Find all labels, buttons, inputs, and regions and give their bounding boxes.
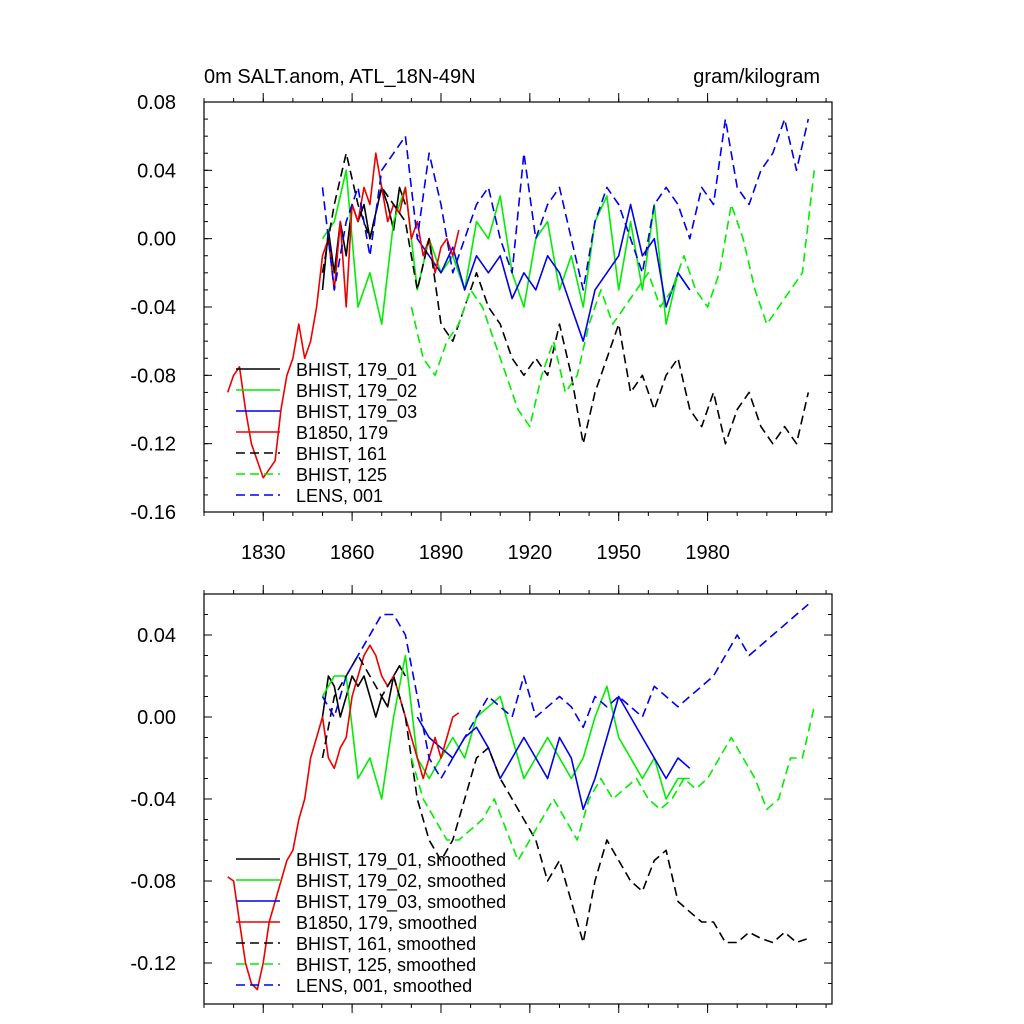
series-line	[321, 118, 810, 291]
series-line	[321, 169, 691, 325]
y-tick-label: 0.04	[137, 625, 176, 647]
x-tick-label: 1950	[596, 542, 641, 564]
units-label: gram/kilogram	[693, 66, 820, 88]
x-tick-label: 1980	[685, 542, 730, 564]
x-tick-label: 1890	[419, 542, 464, 564]
y-tick-label: -0.12	[130, 953, 176, 975]
series-line	[416, 203, 691, 343]
legend-label: BHIST, 125, smoothed	[296, 955, 476, 975]
legend-label: BHIST, 179_01	[296, 360, 417, 381]
y-tick-label: 0.00	[137, 229, 176, 251]
legend-label: BHIST, 161, smoothed	[296, 934, 476, 954]
legend-label: LENS, 001, smoothed	[296, 976, 472, 996]
y-tick-label: -0.12	[130, 434, 176, 456]
y-tick-label: 0.08	[137, 92, 176, 114]
series-line	[410, 706, 815, 862]
series-line	[321, 603, 809, 780]
legend-label: BHIST, 125	[296, 465, 387, 485]
top-panel: 0m SALT.anom, ATL_18N-49N gram/kilogram …	[130, 66, 833, 564]
y-tick-label: -0.04	[130, 297, 176, 319]
series-line	[321, 186, 407, 290]
legend-label: LENS, 001	[296, 486, 383, 506]
legend-label: BHIST, 179_02, smoothed	[296, 871, 506, 892]
bottom-legend: BHIST, 179_01, smoothed BHIST, 179_02, s…	[236, 850, 506, 996]
series-line	[321, 664, 407, 718]
series-line	[321, 654, 809, 944]
series-line	[321, 654, 690, 800]
legend-label: BHIST, 161	[296, 444, 387, 464]
y-tick-label: 0.00	[137, 707, 176, 729]
x-tick-label: 1920	[508, 542, 553, 564]
y-tick-label: -0.16	[130, 502, 176, 524]
legend-label: B1850, 179, smoothed	[296, 913, 477, 933]
y-tick-label: -0.08	[130, 871, 176, 893]
x-tick-label: 1860	[330, 542, 375, 564]
y-tick-label: 0.04	[137, 160, 176, 182]
y-tick-label: -0.08	[130, 365, 176, 387]
series-line	[321, 152, 810, 445]
top-legend: BHIST, 179_01 BHIST, 179_02 BHIST, 179_0…	[236, 360, 417, 506]
legend-label: BHIST, 179_01, smoothed	[296, 850, 506, 871]
chart-title: 0m SALT.anom, ATL_18N-49N	[204, 66, 476, 88]
x-tick-label: 1830	[241, 542, 286, 564]
legend-label: BHIST, 179_02	[296, 381, 417, 402]
legend-label: B1850, 179	[296, 423, 388, 443]
y-tick-label: -0.04	[130, 789, 176, 811]
bottom-panel: BHIST, 179_01, smoothed BHIST, 179_02, s…	[130, 585, 833, 1013]
legend-label: BHIST, 179_03	[296, 402, 417, 423]
series-line	[410, 170, 815, 428]
legend-label: BHIST, 179_03, smoothed	[296, 892, 506, 913]
